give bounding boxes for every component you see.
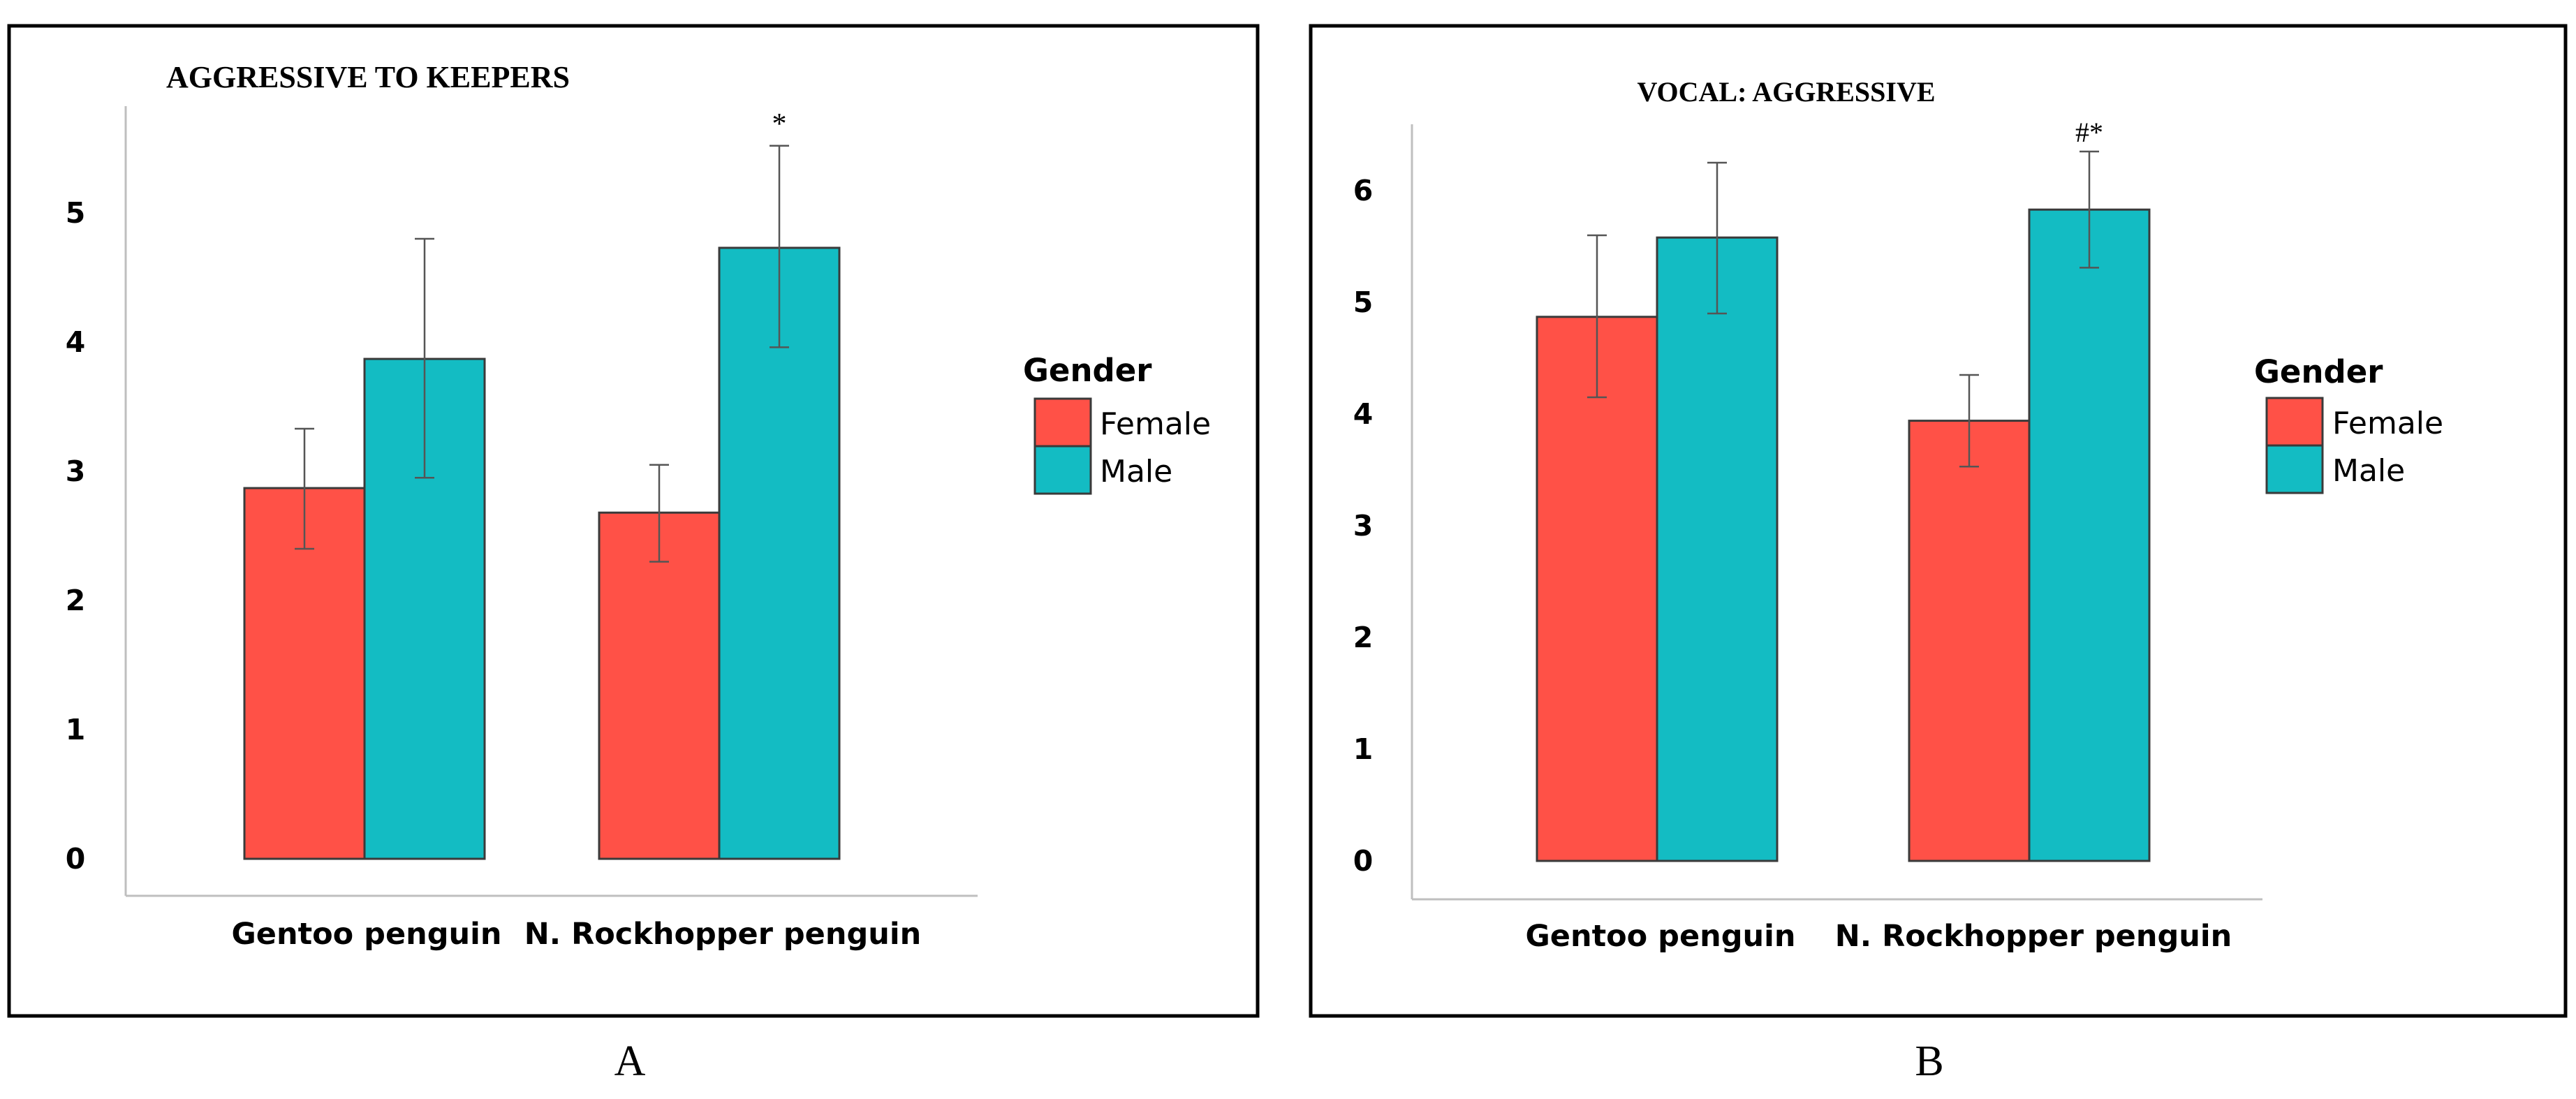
panel-a-category-label: N. Rockhopper penguin [524, 917, 921, 952]
panel-a-legend-swatch-male [1033, 445, 1092, 495]
panel-a-y-tick-label: 0 [66, 842, 86, 876]
panel-a-bar-female [598, 511, 721, 860]
panel-a-bar-female [243, 487, 366, 860]
panel-b-category-label: Gentoo penguin [1526, 919, 1796, 954]
panel-b-legend-swatch-female [2265, 397, 2324, 447]
panel-b-title: VOCAL: AGGRESSIVE [1637, 76, 1935, 108]
panel-a-y-tick-label: 2 [66, 584, 86, 617]
panel-a-y-tick-label: 1 [66, 713, 86, 746]
panel-b-legend-label-female: Female [2332, 406, 2443, 441]
panel-b: VOCAL: AGGRESSIVE 0 1 2 3 4 5 6 #* Gentoo pengu… [1309, 24, 2568, 1085]
panel-a-y-tick-label: 5 [66, 196, 86, 230]
panel-b-bar-male [2028, 208, 2151, 862]
panel-a-title: AGGRESSIVE TO KEEPERS [166, 60, 570, 94]
panel-a: AGGRESSIVE TO KEEPERS 0 1 2 3 4 5 * Gentoo pen… [7, 24, 1260, 1085]
panel-b-legend-label-male: Male [2332, 453, 2405, 489]
panel-b-significance-marker: #* [2075, 117, 2103, 148]
panel-a-legend-swatch-female [1033, 397, 1092, 448]
panel-b-plot: 0 1 2 3 4 5 6 #* [1353, 117, 2151, 878]
panel-a-category-label: Gentoo penguin [232, 917, 502, 952]
panel-a-plot: 0 1 2 3 4 5 * [66, 108, 841, 876]
panel-b-category-label: N. Rockhopper penguin [1835, 919, 2232, 954]
panel-a-legend-label-male: Male [1100, 454, 1172, 489]
panel-b-y-tick-label: 2 [1353, 621, 1374, 654]
panel-b-letter: B [1915, 1038, 1943, 1085]
panel-a-legend: Gender Female Male [1023, 352, 1211, 495]
panel-b-bar-female [1536, 316, 1658, 862]
panel-b-legend: Gender Female Male [2254, 353, 2443, 494]
panel-b-legend-title: Gender [2254, 353, 2383, 390]
panel-b-y-tick-label: 5 [1353, 286, 1374, 319]
panel-a-letter: A [614, 1038, 646, 1085]
panel-a-y-tick-label: 3 [66, 455, 86, 488]
panel-a-legend-title: Gender [1023, 352, 1152, 389]
panel-b-y-tick-label: 0 [1353, 844, 1374, 878]
panel-b-y-tick-label: 1 [1353, 732, 1374, 766]
panel-b-y-tick-label: 6 [1353, 174, 1374, 207]
panel-a-frame [7, 24, 1260, 1018]
panel-b-bar-male [1656, 236, 1779, 862]
panel-b-frame [1309, 24, 2568, 1018]
panel-a-y-tick-label: 4 [66, 325, 86, 359]
panel-b-legend-swatch-male [2265, 444, 2324, 494]
panel-a-bar-male [718, 246, 841, 860]
panel-b-y-tick-label: 3 [1353, 509, 1374, 543]
panel-a-significance-marker: * [772, 108, 787, 140]
panel-a-legend-label-female: Female [1100, 406, 1211, 442]
panel-b-bar-female [1908, 420, 2031, 862]
panel-b-y-tick-label: 4 [1353, 397, 1374, 431]
